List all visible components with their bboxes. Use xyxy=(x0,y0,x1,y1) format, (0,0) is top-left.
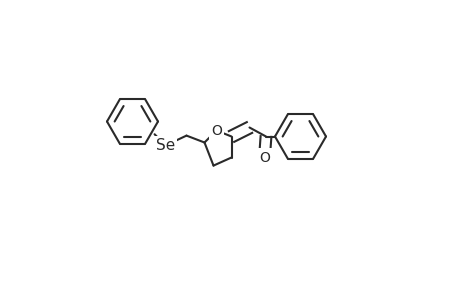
Text: Se: Se xyxy=(156,138,175,153)
Text: O: O xyxy=(211,124,221,137)
Text: O: O xyxy=(258,151,269,164)
